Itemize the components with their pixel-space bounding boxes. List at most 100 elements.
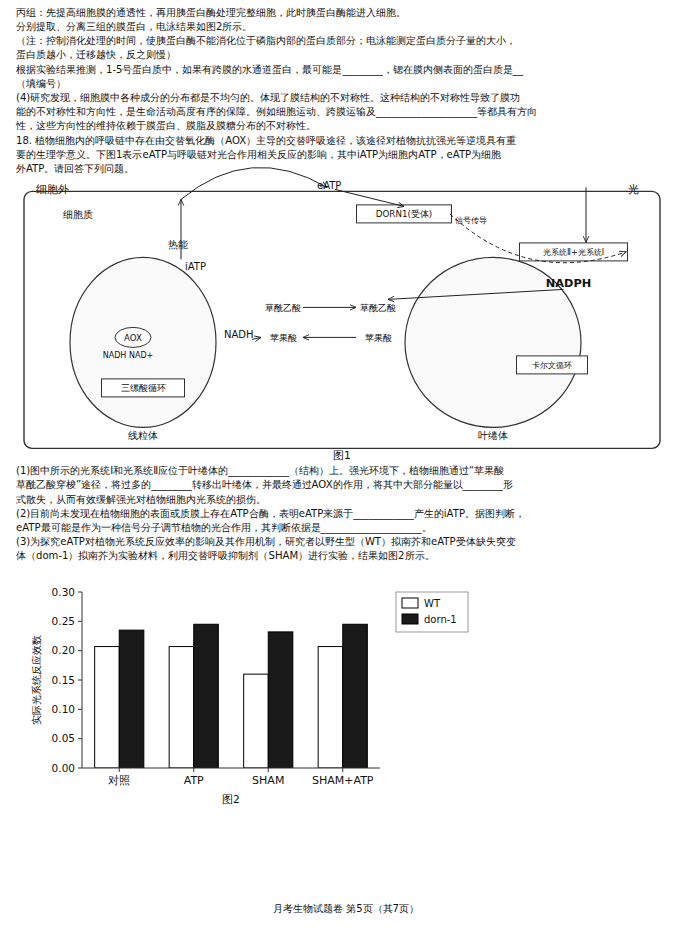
y-tick bbox=[78, 650, 82, 651]
arrow bbox=[303, 337, 356, 338]
annotation: AOX bbox=[124, 333, 142, 343]
annotation: NADH NAD+ bbox=[103, 351, 154, 360]
arrow bbox=[181, 199, 182, 259]
legend-swatch bbox=[402, 614, 418, 624]
x-tick bbox=[119, 768, 120, 772]
annotation: 根据实验结果推测，1-5号蛋白质中，如果有跨膜的水通道蛋白，最可能是______… bbox=[16, 64, 524, 76]
annotation: (4)研究发现，细胞膜中各种成分的分布都是不均匀的。体现了膜结构的不对称性。这种… bbox=[16, 92, 520, 103]
annotation: （填编号） bbox=[16, 78, 66, 89]
legend-entry: WT bbox=[424, 598, 441, 609]
annotation: 式散失，从而有效缓解强光对植物细胞内光系统的损伤。 bbox=[16, 494, 266, 505]
y-tick-label: 0.00 bbox=[52, 762, 75, 774]
bar bbox=[318, 647, 343, 768]
annotation: 信号传导 bbox=[455, 216, 487, 225]
annotation: 性，这些方向性的维持依赖于膜蛋白、膜脂及膜糖分布的不对称性。 bbox=[15, 120, 316, 131]
annotation: 体（dom-1）拟南芥为实验材料，利用交替呼吸抑制剂（SHAM）进行实验，结果如… bbox=[16, 550, 435, 561]
annotation: 丙组：先提高细胞膜的通透性，再用胰蛋白酶处理完整细胞，此时胰蛋白酶能进入细胞。 bbox=[16, 7, 406, 18]
annotation: iATP bbox=[185, 261, 206, 272]
annotation: 细胞外 bbox=[36, 183, 69, 196]
annotation: (3)为探究eATP对植物光系统反应效率的影响及其作用机制，研究者以野生型（WT… bbox=[16, 536, 516, 547]
background bbox=[0, 0, 693, 931]
annotation: 图1 bbox=[333, 449, 351, 462]
diagram bbox=[24, 167, 660, 448]
y-tick bbox=[78, 709, 82, 710]
cell-outline bbox=[24, 191, 660, 448]
arrow bbox=[181, 167, 327, 199]
annotation: 分别提取、分离三组的膜蛋白，电泳结果如图2所示。 bbox=[16, 21, 252, 32]
annotation: eATP最可能是作为一种信号分子调节植物的光合作用，其判断依据是________… bbox=[16, 522, 432, 534]
arrow bbox=[586, 187, 587, 242]
y-tick bbox=[78, 680, 82, 681]
annotation: 线粒体 bbox=[128, 430, 158, 441]
arrow bbox=[388, 289, 564, 299]
chart-title: 图2 bbox=[222, 793, 240, 806]
y-tick-label: 0.30 bbox=[52, 586, 75, 598]
bar bbox=[268, 632, 293, 768]
x-tick-label: SHAM+ATP bbox=[312, 774, 374, 787]
annotation: NADH bbox=[224, 329, 254, 340]
bar bbox=[194, 624, 219, 768]
x-axis bbox=[82, 768, 380, 769]
arrow bbox=[335, 189, 404, 206]
y-tick bbox=[78, 621, 82, 622]
x-tick-label: 对照 bbox=[108, 774, 130, 787]
arrow bbox=[450, 214, 626, 263]
tca-box bbox=[102, 379, 185, 397]
x-tick bbox=[193, 768, 194, 772]
legend: WT dorn-1 bbox=[396, 592, 468, 632]
page-text: 丙组：先提高细胞膜的通透性，再用胰蛋白酶处理完整细胞，此时胰蛋白酶能进入细胞。分… bbox=[15, 7, 639, 914]
x-tick bbox=[342, 768, 343, 772]
annotation: 要的生理学意义。下图1表示eATP与呼吸链对光合作用相关反应的影响，其中iATP… bbox=[16, 149, 501, 160]
annotation: NADPH bbox=[546, 277, 591, 290]
calvin-box bbox=[517, 356, 588, 374]
annotation: (1)图中所示的光系统Ⅰ和光系统Ⅱ应位于叶绻体的____________（结构）… bbox=[16, 465, 504, 477]
annotation: 卡尔文循环 bbox=[532, 361, 572, 370]
annotation: 苹果酸 bbox=[365, 333, 392, 343]
page: 丙组：先提高细胞膜的通透性，再用胰蛋白酶处理完整细胞，此时胰蛋白酶能进入细胞。分… bbox=[0, 0, 693, 931]
bar bbox=[95, 647, 120, 768]
aox-oval bbox=[115, 327, 151, 347]
annotation: 蛋白质越小，迁移越快，反之则慢） bbox=[16, 49, 176, 60]
annotation: 光系统Ⅱ+光系统Ⅰ bbox=[543, 248, 604, 257]
y-tick bbox=[78, 768, 82, 769]
annotation: 苹果酸 bbox=[270, 333, 297, 343]
legend-swatch bbox=[402, 598, 418, 608]
y-tick-label: 0.20 bbox=[52, 644, 75, 656]
y-tick-label: 0.10 bbox=[52, 703, 75, 715]
photosystem-box bbox=[520, 243, 628, 261]
arrow bbox=[303, 307, 356, 308]
y-tick bbox=[78, 592, 82, 593]
annotation: 三缧酸循环 bbox=[121, 383, 166, 393]
x-tick bbox=[268, 768, 269, 772]
bar-chart: 0.00 0.05 0.10 0.15 0.20 0.25 0.30 对照 ATP SHAM SHA… bbox=[31, 586, 468, 807]
legend-entry: dorn-1 bbox=[424, 614, 457, 625]
annotation: 18. 植物细胞内的呼吸链中存在由交替氧化酶（AOX）主导的交替呼吸途径，该途径… bbox=[16, 135, 516, 146]
mitochondrion bbox=[70, 257, 216, 427]
x-tick-label: ATP bbox=[184, 774, 204, 787]
receptor-box bbox=[357, 205, 452, 223]
bar bbox=[244, 674, 269, 768]
annotation: 细胞质 bbox=[63, 209, 93, 220]
annotation: 热能 bbox=[168, 239, 188, 250]
y-tick bbox=[78, 738, 82, 739]
annotation: 月考生物试题卷 第5页（其7页） bbox=[273, 903, 419, 914]
bar bbox=[343, 624, 368, 768]
annotation: 外ATP。请回答下列问题。 bbox=[16, 163, 134, 174]
y-tick-label: 0.05 bbox=[52, 732, 75, 744]
bar bbox=[119, 630, 144, 768]
legend-frame bbox=[396, 592, 468, 632]
bars bbox=[95, 624, 368, 768]
bar bbox=[169, 647, 194, 768]
annotation: （注：控制消化处理的时间，使胰蛋白酶不能消化位于磷脂内部的蛋白质部分；电泳能测定… bbox=[16, 35, 516, 46]
annotation: (2)目前尚未发现在植物细胞的表面或质膜上存在ATP合酶，表明eATP来源于__… bbox=[16, 508, 525, 520]
annotation: 光 bbox=[628, 183, 639, 196]
annotation: 叶绻体 bbox=[478, 430, 508, 441]
annotation: 能的不对称性和方向性，是生命活动高度有序的保障。例如细胞运动、跨膜运输及____… bbox=[16, 106, 537, 118]
annotation: eATP bbox=[317, 180, 341, 191]
y-tick-label: 0.15 bbox=[52, 674, 75, 686]
annotation: 草酰乙酸 bbox=[360, 303, 396, 313]
y-tick-label: 0.25 bbox=[52, 615, 75, 627]
annotation: 草酰乙酸 bbox=[265, 303, 301, 313]
y-axis-label: 实际光系统反应效数 bbox=[31, 635, 42, 725]
x-tick-label: SHAM bbox=[252, 774, 284, 787]
